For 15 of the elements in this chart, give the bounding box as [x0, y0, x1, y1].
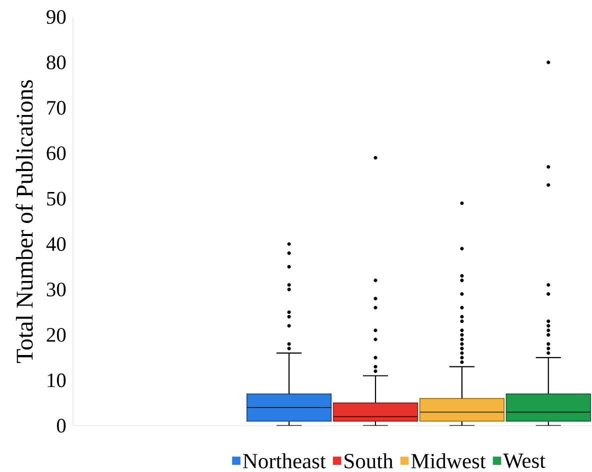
legend-label: South	[344, 453, 394, 469]
y-tick-label: 10	[48, 374, 66, 388]
y-tick-label: 40	[46, 237, 66, 252]
legend-label: Midwest	[411, 453, 486, 469]
y-tick-label: 30	[46, 282, 66, 297]
legend-label: West	[503, 454, 546, 468]
y-tick-label: 0	[56, 418, 66, 433]
legend-label: Northeast	[243, 453, 326, 469]
y-tick-label: 90	[46, 10, 66, 24]
y-tick-label: 80	[46, 56, 66, 70]
y-tick-label: 20	[46, 328, 66, 342]
y-axis-title: Total Number of Publications	[16, 80, 33, 364]
y-tick-label: 70	[47, 101, 66, 115]
y-tick-label: 50	[47, 192, 66, 206]
y-tick-label: 60	[46, 146, 66, 160]
